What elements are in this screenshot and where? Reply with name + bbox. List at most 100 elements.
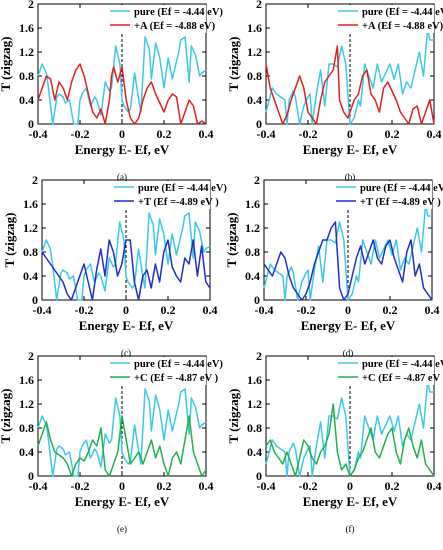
legend-box — [334, 5, 434, 33]
y-tick-label: 0 — [28, 469, 34, 483]
y-tick-label: 0.4 — [247, 445, 262, 459]
x-tick-label: 0.4 — [425, 303, 440, 317]
chart-panel-b: 0 0.4 0.8 1.2 1.6 2 -0.4 -0.2 0 0.2 0.4 Energy E- E… — [226, 0, 443, 182]
y-tick-label: 0.4 — [23, 269, 38, 283]
panel-label: (d) — [343, 348, 354, 358]
panel-label: (c) — [121, 348, 131, 358]
legend-label: +A (Ef = -4.88 eV) — [362, 21, 443, 32]
x-tick-label: -0.2 — [299, 479, 318, 493]
x-tick-label: -0.4 — [255, 303, 274, 317]
legend-box — [332, 181, 432, 209]
chart-panel-c: 0 0.4 0.8 1.2 1.6 2 -0.4 -0.2 0 0.2 0.4 Energy E- E… — [2, 173, 227, 358]
y-tick-label: 0 — [256, 469, 262, 483]
y-tick-label: 2 — [254, 173, 260, 187]
y-tick-label: 0.8 — [23, 245, 38, 259]
x-axis-label: Energy E- Ef, eV — [301, 318, 396, 333]
x-tick-label: 0.4 — [427, 127, 442, 141]
chart-panel-d: 0 0.4 0.8 1.2 1.6 2 -0.4 -0.2 0 0.2 0.4 Energy E- E… — [224, 173, 443, 358]
x-tick-label: 0.2 — [385, 127, 400, 141]
x-axis-label: Energy E- Ef, eV — [79, 318, 174, 333]
legend-label: +T (Ef =-4.89 eV ) — [360, 197, 441, 208]
series-line-pure — [41, 212, 211, 301]
legend-label: +C (Ef = -4.87 eV ) — [362, 373, 443, 384]
y-tick-label: 1.2 — [245, 221, 260, 235]
panel-label: (b) — [345, 172, 356, 182]
y-tick-label: 1.2 — [247, 397, 262, 411]
x-tick-label: 0 — [119, 127, 125, 141]
x-tick-label: -0.4 — [257, 127, 276, 141]
x-tick-label: 0.4 — [427, 479, 442, 493]
x-tick-label: -0.4 — [33, 303, 52, 317]
panel-label: (f) — [346, 524, 355, 534]
x-tick-label: -0.2 — [299, 127, 318, 141]
x-tick-label: -0.2 — [71, 127, 90, 141]
series-line-doped — [263, 221, 433, 301]
legend-box — [106, 357, 206, 385]
legend-label: pure (Ef = -4.44 eV) — [360, 183, 443, 194]
legend-label: pure (Ef = -4.44 eV) — [362, 359, 443, 370]
y-axis-label: T (zigzag) — [224, 213, 239, 268]
y-tick-label: 0.4 — [247, 93, 262, 107]
series-line-doped — [41, 239, 211, 301]
legend-label: +T (Ef =-4.89 eV ) — [138, 197, 219, 208]
y-tick-label: 0 — [256, 117, 262, 131]
series-line-pure — [37, 388, 207, 477]
panel-label: (a) — [117, 172, 127, 182]
y-tick-label: 1.6 — [23, 197, 38, 211]
y-tick-label: 0.4 — [245, 269, 260, 283]
chart-panel-f: 0 0.4 0.8 1.2 1.6 2 -0.4 -0.2 0 0.2 0.4 Energy E- E… — [226, 349, 443, 534]
y-tick-label: 1.2 — [23, 221, 38, 235]
y-tick-label: 2 — [256, 349, 262, 363]
series-line-doped — [265, 403, 435, 477]
y-tick-label: 1.6 — [19, 373, 34, 387]
series-line-pure — [263, 203, 432, 301]
y-axis-label: T (zigzag) — [0, 37, 13, 92]
x-axis-label: Energy E- Ef, eV — [75, 142, 170, 157]
y-tick-label: 0.8 — [247, 421, 262, 435]
legend-box — [106, 5, 206, 33]
legend-label: pure (Ef = -4.44 eV) — [134, 359, 223, 370]
y-tick-label: 0.8 — [247, 69, 262, 83]
x-tick-label: -0.4 — [29, 479, 48, 493]
x-tick-label: 0.4 — [199, 479, 214, 493]
x-tick-label: 0.2 — [383, 303, 398, 317]
legend-label: pure (Ef = -4.44 eV) — [362, 7, 443, 18]
y-tick-label: 1.6 — [247, 21, 262, 35]
x-axis-label: Energy E- Ef, eV — [303, 142, 398, 157]
x-tick-label: -0.4 — [29, 127, 48, 141]
x-tick-label: 0.2 — [385, 479, 400, 493]
y-tick-label: 2 — [28, 0, 34, 11]
y-axis-label: T (zigzag) — [0, 389, 13, 444]
y-tick-label: 0 — [28, 117, 34, 131]
y-tick-label: 0 — [32, 293, 38, 307]
x-tick-label: 0 — [119, 479, 125, 493]
y-tick-label: 1.2 — [247, 45, 262, 59]
panel-label: (e) — [117, 524, 127, 534]
y-tick-label: 0.8 — [245, 245, 260, 259]
chart-panel-e: 0 0.4 0.8 1.2 1.6 2 -0.4 -0.2 0 0.2 0.4 Energy E- E… — [0, 349, 223, 534]
x-tick-label: 0 — [347, 127, 353, 141]
y-axis-label: T (zigzag) — [226, 389, 241, 444]
y-tick-label: 0.4 — [19, 445, 34, 459]
series-line-doped — [37, 63, 207, 125]
series-line-doped — [37, 415, 207, 477]
y-tick-label: 1.2 — [19, 397, 34, 411]
y-tick-label: 0.8 — [19, 421, 34, 435]
x-axis-label: Energy E- Ef, eV — [303, 494, 398, 509]
x-tick-label: 0.2 — [161, 303, 176, 317]
legend-box — [110, 181, 210, 209]
x-tick-label: 0 — [347, 479, 353, 493]
y-tick-label: 1.6 — [245, 197, 260, 211]
y-tick-label: 1.6 — [247, 373, 262, 387]
y-tick-label: 2 — [256, 0, 262, 11]
y-tick-label: 1.6 — [19, 21, 34, 35]
x-tick-label: 0 — [123, 303, 129, 317]
x-axis-label: Energy E- Ef, eV — [75, 494, 170, 509]
x-tick-label: -0.2 — [297, 303, 316, 317]
y-axis-label: T (zigzag) — [226, 37, 241, 92]
x-tick-label: -0.4 — [257, 479, 276, 493]
chart-panel-a: 0 0.4 0.8 1.2 1.6 2 -0.4 -0.2 0 0.2 0.4 Energy E- E… — [0, 0, 223, 182]
x-tick-label: 0.4 — [203, 303, 218, 317]
legend-label: pure (Ef = -4.44 eV) — [134, 7, 223, 18]
